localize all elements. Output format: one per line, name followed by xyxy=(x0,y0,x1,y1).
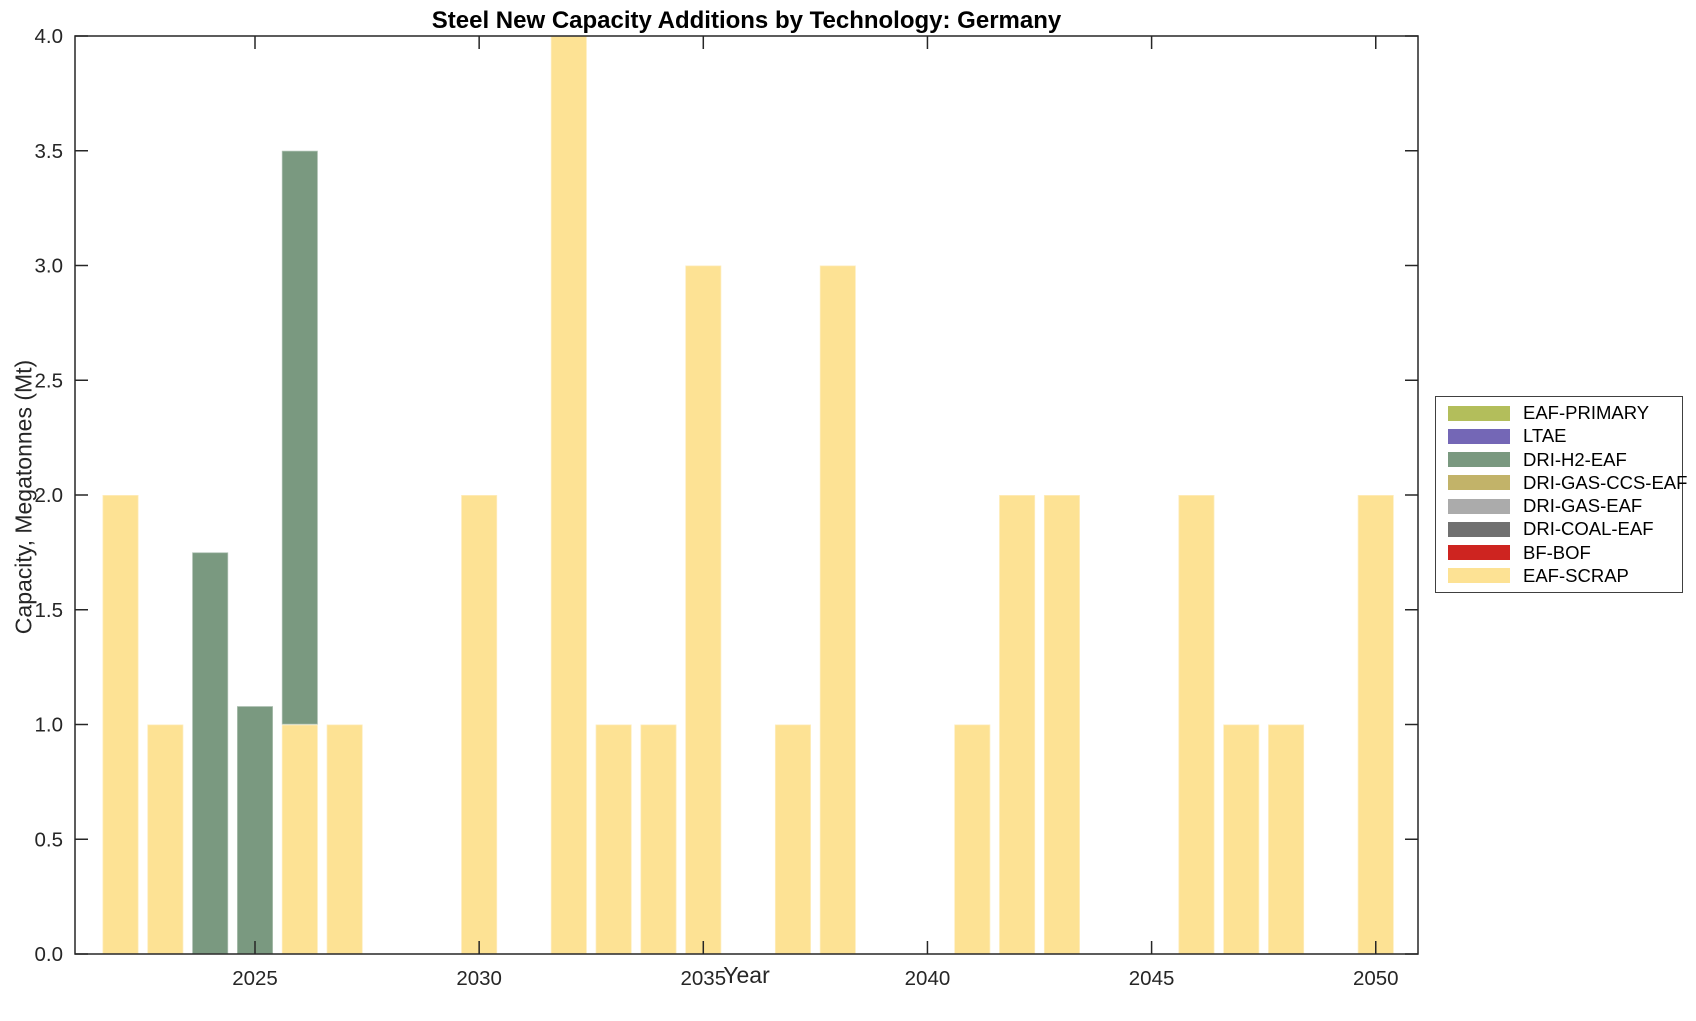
bar-segment-2048-EAF-SCRAP xyxy=(1267,723,1305,955)
y-tick-label: 2.0 xyxy=(35,484,64,507)
legend-swatch xyxy=(1448,475,1510,491)
y-tick-label: 3.5 xyxy=(35,140,64,163)
x-tick-label: 2050 xyxy=(1353,967,1399,990)
bar-segment-2027-EAF-SCRAP xyxy=(325,723,364,955)
legend-label: DRI-GAS-CCS-EAF xyxy=(1523,471,1688,493)
legend-label: DRI-GAS-EAF xyxy=(1523,495,1643,517)
bar-segment-2046-EAF-SCRAP xyxy=(1177,494,1216,955)
legend-label: BF-BOF xyxy=(1523,541,1591,563)
bar-segment-2047-EAF-SCRAP xyxy=(1222,723,1261,955)
legend-entry: EAF-PRIMARY xyxy=(1448,402,1678,424)
bar-segment-2034-EAF-SCRAP xyxy=(639,723,678,955)
y-tick-label: 1.0 xyxy=(35,714,64,737)
bar-segment-2037-EAF-SCRAP xyxy=(774,723,812,955)
bar-segment-2026-DRI-H2-EAF xyxy=(281,150,319,726)
y-axis-label: Capacity, Megatonnes (Mt) xyxy=(10,359,37,635)
bar-segment-2023-EAF-SCRAP xyxy=(146,723,185,955)
bar-segment-2042-EAF-SCRAP xyxy=(998,494,1036,955)
bar-segment-2038-EAF-SCRAP xyxy=(819,264,857,955)
legend: EAF-PRIMARY LTAE DRI-H2-EAF DRI-GAS-CCS-EAF… xyxy=(1435,396,1687,593)
x-tick-label: 2035 xyxy=(680,967,726,990)
x-tick-label: 2025 xyxy=(232,967,278,990)
legend-label: DRI-H2-EAF xyxy=(1523,448,1627,470)
legend-entry: BF-BOF xyxy=(1448,542,1678,564)
legend-swatch xyxy=(1448,452,1510,468)
legend-entry: DRI-H2-EAF xyxy=(1448,449,1678,471)
legend-label: EAF-SCRAP xyxy=(1523,564,1629,586)
legend-label: LTAE xyxy=(1523,425,1567,447)
bar-segment-2050-EAF-SCRAP xyxy=(1357,494,1395,955)
legend-swatch xyxy=(1448,405,1510,421)
y-tick-label: 3.0 xyxy=(35,255,64,278)
bar-segment-2041-EAF-SCRAP xyxy=(953,723,992,955)
legend-entry: EAF-SCRAP xyxy=(1448,565,1678,587)
chart-title: Steel New Capacity Additions by Technolo… xyxy=(431,7,1062,34)
bar-segment-2030-EAF-SCRAP xyxy=(460,494,498,955)
x-tick-label: 2040 xyxy=(905,967,951,990)
legend-label: DRI-COAL-EAF xyxy=(1523,518,1654,540)
legend-entry: DRI-GAS-EAF xyxy=(1448,495,1678,517)
y-tick-label: 2.5 xyxy=(35,369,64,392)
legend-entry: DRI-COAL-EAF xyxy=(1448,518,1678,540)
bar-segment-2022-EAF-SCRAP xyxy=(101,494,140,955)
bar-segment-2024-DRI-H2-EAF xyxy=(191,551,229,955)
bar-segment-2025-DRI-H2-EAF xyxy=(236,705,274,955)
axes-box xyxy=(74,35,1419,955)
bar-segment-2026-EAF-SCRAP xyxy=(281,723,319,955)
bar-segment-2032-EAF-SCRAP xyxy=(550,35,588,955)
legend-label: EAF-PRIMARY xyxy=(1523,402,1650,424)
legend-swatch xyxy=(1448,545,1510,561)
legend-swatch xyxy=(1448,568,1510,584)
x-tick-label: 2045 xyxy=(1129,967,1175,990)
y-tick-label: 4.0 xyxy=(35,25,64,48)
x-axis-label: Year xyxy=(723,962,770,988)
bar-segment-2033-EAF-SCRAP xyxy=(594,723,633,955)
legend-swatch xyxy=(1448,498,1510,514)
bar-segment-2035-EAF-SCRAP xyxy=(684,264,723,955)
y-tick-label: 0.5 xyxy=(35,828,64,851)
bar-segment-2043-EAF-SCRAP xyxy=(1043,494,1081,955)
x-tick-label: 2030 xyxy=(456,967,502,990)
legend-entry: DRI-GAS-CCS-EAF xyxy=(1448,472,1687,494)
y-tick-label: 1.5 xyxy=(35,599,64,622)
legend-swatch xyxy=(1448,428,1510,444)
legend-entry: LTAE xyxy=(1448,425,1678,447)
y-tick-label: 0.0 xyxy=(35,943,64,966)
legend-swatch xyxy=(1448,521,1510,537)
